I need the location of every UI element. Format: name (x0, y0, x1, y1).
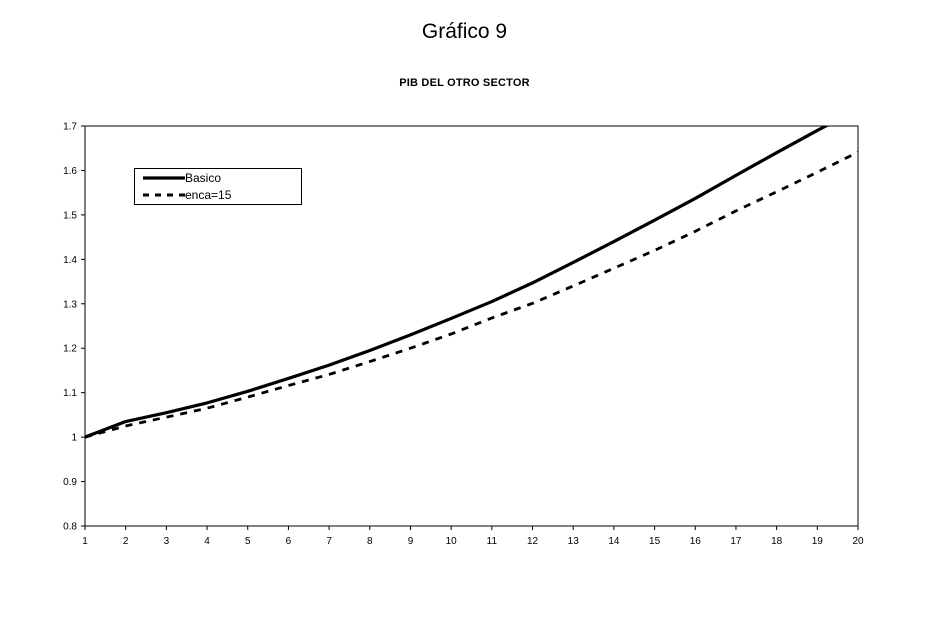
x-tick-label: 17 (730, 536, 742, 547)
x-axis-ticks: 1 2 3 4 5 6 7 8 9 10 11 12 13 14 15 16 17 18 19 20 (82, 526, 864, 547)
y-tick-label: 1.1 (63, 388, 77, 399)
y-tick-label: 1 (71, 433, 77, 444)
plot-area-frame (84, 125, 859, 527)
x-tick-label: 1 (82, 536, 88, 547)
y-axis-ticks: 0.8 0.9 1 1.1 1.2 1.3 1.4 1.5 1.6 1.7 (63, 122, 85, 533)
y-tick-label: 1.5 (63, 210, 77, 221)
y-tick-label: 1.2 (63, 344, 77, 355)
x-tick-label: 13 (568, 536, 580, 547)
legend-swatch-dashed (143, 193, 185, 197)
y-tick-label: 1.7 (63, 122, 77, 133)
series-line-basico (85, 126, 830, 439)
x-tick-label: 4 (204, 536, 210, 547)
x-tick-label: 5 (245, 536, 251, 547)
x-tick-label: 19 (812, 536, 824, 547)
chart-title: PIB DEL OTRO SECTOR (399, 77, 530, 89)
legend: Basico enca=15 (134, 168, 302, 205)
x-tick-label: 14 (608, 536, 620, 547)
series-layer (85, 126, 858, 439)
legend-label-basico: Basico (185, 171, 222, 185)
y-tick-label: 1.6 (63, 166, 77, 177)
x-tick-label: 6 (286, 536, 292, 547)
page-heading: Gráfico 9 (421, 20, 508, 43)
x-tick-label: 18 (771, 536, 783, 547)
x-tick-label: 9 (408, 536, 414, 547)
x-tick-label: 3 (164, 536, 170, 547)
x-tick-label: 10 (446, 536, 458, 547)
y-tick-label: 1.3 (63, 299, 77, 310)
x-tick-label: 11 (487, 536, 498, 547)
x-tick-label: 8 (367, 536, 373, 547)
x-tick-label: 16 (690, 536, 702, 547)
x-tick-label: 20 (852, 536, 864, 547)
series-line-enca (85, 150, 858, 439)
x-tick-label: 2 (123, 536, 129, 547)
legend-swatch-solid (143, 176, 185, 180)
x-tick-label: 7 (326, 536, 332, 547)
legend-item-enca: enca=15 (141, 188, 231, 202)
y-tick-label: 1.4 (63, 255, 77, 266)
y-tick-label: 0.8 (63, 522, 77, 533)
legend-item-basico: Basico (141, 171, 221, 185)
legend-label-enca: enca=15 (185, 188, 232, 202)
x-tick-label: 15 (649, 536, 661, 547)
x-tick-label: 12 (527, 536, 539, 547)
y-tick-label: 0.9 (63, 477, 77, 488)
